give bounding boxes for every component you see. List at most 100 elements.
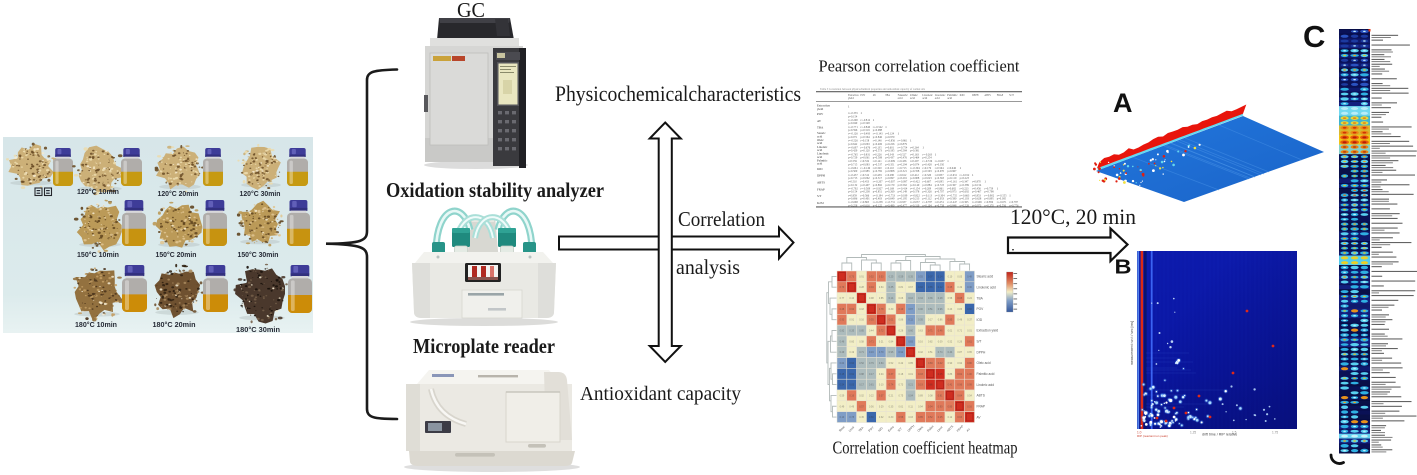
svg-text:p=0.223: p=0.223 <box>960 177 970 180</box>
svg-text:r=0.646: r=0.646 <box>947 167 956 170</box>
svg-text:r=-0.493: r=-0.493 <box>860 133 870 136</box>
svg-text:0.21: 0.21 <box>908 384 913 387</box>
svg-text:r=-0.263: r=-0.263 <box>922 153 932 156</box>
svg-text:0.53: 0.53 <box>879 275 884 278</box>
svg-text:r=0.312: r=0.312 <box>860 174 869 177</box>
svg-text:Linol: Linol <box>936 425 944 433</box>
svg-text:p=0.562: p=0.562 <box>898 184 908 187</box>
svg-text:0.81: 0.81 <box>938 394 943 397</box>
svg-text:C: C <box>1303 19 1325 54</box>
svg-text:GC: GC <box>457 0 485 22</box>
svg-text:0.48: 0.48 <box>957 319 962 322</box>
svg-text:0.79: 0.79 <box>869 362 874 365</box>
svg-text:180°C 20min: 180°C 20min <box>153 320 196 329</box>
svg-text:yield: yield <box>817 107 824 111</box>
svg-text:0.03: 0.03 <box>849 384 854 387</box>
svg-text:r=-0.754: r=-0.754 <box>898 146 908 149</box>
svg-text:0.71: 0.71 <box>928 330 933 333</box>
svg-text:0.55: 0.55 <box>869 319 874 322</box>
svg-text:0.03: 0.03 <box>908 416 913 419</box>
svg-text:p=0.358: p=0.358 <box>910 170 920 173</box>
svg-text:r=-0.414: r=-0.414 <box>898 188 908 191</box>
svg-text:0.35: 0.35 <box>908 275 913 278</box>
svg-text:0.54: 0.54 <box>840 384 845 387</box>
svg-text:1.5: 1.5 <box>1232 431 1237 435</box>
svg-text:0.74: 0.74 <box>889 384 894 387</box>
svg-text:r=0.861: r=0.861 <box>935 188 944 191</box>
svg-text:r=0.453: r=0.453 <box>860 181 869 184</box>
svg-text:p=0.294: p=0.294 <box>898 163 908 166</box>
svg-text:r=0.146: r=0.146 <box>873 140 882 143</box>
svg-text:p=0.729: p=0.729 <box>848 156 858 159</box>
svg-text:r=-0.009: r=-0.009 <box>885 160 895 163</box>
svg-text:0.64: 0.64 <box>957 394 962 397</box>
svg-text:r=-0.437: r=-0.437 <box>848 174 858 177</box>
svg-text:r=-0.697: r=-0.697 <box>848 146 858 149</box>
svg-text:0.96: 0.96 <box>889 351 894 354</box>
svg-text:0.85: 0.85 <box>918 416 923 419</box>
svg-text:Palmitic acid: Palmitic acid <box>977 372 995 376</box>
svg-text:p=0.062: p=0.062 <box>860 177 870 180</box>
svg-text:Oleic acid: Oleic acid <box>977 361 991 365</box>
svg-text:p=0.213: p=0.213 <box>910 198 920 201</box>
svg-text:0.98: 0.98 <box>869 297 874 300</box>
svg-text:r=0.787: r=0.787 <box>1009 201 1018 204</box>
svg-text:p=0.319: p=0.319 <box>910 204 920 207</box>
svg-text:p=0.437: p=0.437 <box>885 156 895 159</box>
svg-text:p=0.195: p=0.195 <box>898 198 908 201</box>
svg-text:p=0.074: p=0.074 <box>910 163 920 166</box>
svg-text:AV: AV <box>977 415 982 419</box>
svg-text:acid: acid <box>817 148 823 152</box>
svg-text:Oleic: Oleic <box>910 93 919 97</box>
svg-text:r=-0.676: r=-0.676 <box>860 146 870 149</box>
svg-text:0.86: 0.86 <box>948 373 953 376</box>
svg-text:0.57: 0.57 <box>859 405 864 408</box>
svg-text:r=0.141: r=0.141 <box>873 160 882 163</box>
svg-text:r=-0.755: r=-0.755 <box>947 194 957 197</box>
svg-text:r=-0.906: r=-0.906 <box>972 201 982 204</box>
svg-text:0.03: 0.03 <box>918 373 923 376</box>
svg-text:0.19: 0.19 <box>918 384 923 387</box>
svg-text:Linoleic: Linoleic <box>922 93 933 97</box>
svg-text:0.16: 0.16 <box>849 394 854 397</box>
svg-text:p=0.154: p=0.154 <box>972 184 982 187</box>
svg-text:p=0.351: p=0.351 <box>885 163 895 166</box>
svg-text:0.77: 0.77 <box>840 297 845 300</box>
svg-text:0.18: 0.18 <box>859 308 864 311</box>
svg-text:0.64: 0.64 <box>879 286 884 289</box>
svg-text:r=-0.542: r=-0.542 <box>873 126 883 129</box>
svg-text:p=0.367: p=0.367 <box>947 184 957 187</box>
svg-text:0.10: 0.10 <box>879 384 884 387</box>
svg-text:p=0.798: p=0.798 <box>984 191 994 194</box>
svg-text:r=0.412: r=0.412 <box>910 174 919 177</box>
svg-text:150°C 10min: 150°C 10min <box>77 250 119 259</box>
svg-text:r=-0.787: r=-0.787 <box>922 201 932 204</box>
svg-text:POV: POV <box>860 93 866 97</box>
svg-text:p=0.528: p=0.528 <box>960 204 970 207</box>
svg-text:0.01: 0.01 <box>967 330 972 333</box>
svg-text:0.61: 0.61 <box>957 373 962 376</box>
svg-text:acid: acid <box>817 155 823 159</box>
svg-text:p=0.407: p=0.407 <box>860 184 870 187</box>
svg-text:p=0.967: p=0.967 <box>947 170 957 173</box>
svg-text:r=-0.726: r=-0.726 <box>922 160 932 163</box>
svg-text:r=0.713: r=0.713 <box>898 167 907 170</box>
svg-text:0.65: 0.65 <box>967 351 972 354</box>
svg-text:r=-0.304: r=-0.304 <box>910 167 920 170</box>
svg-text:0.28: 0.28 <box>859 286 864 289</box>
svg-text:0.59: 0.59 <box>840 394 845 397</box>
svg-text:Oleic: Oleic <box>916 425 924 433</box>
svg-text:0.16: 0.16 <box>869 351 874 354</box>
svg-text:p=0.154: p=0.154 <box>848 191 858 194</box>
svg-text:p=0.895: p=0.895 <box>984 198 994 201</box>
svg-text:Palmitic: Palmitic <box>817 159 828 163</box>
svg-text:r=-0.927: r=-0.927 <box>873 188 883 191</box>
svg-text:0.15: 0.15 <box>840 373 845 376</box>
svg-text:0.71: 0.71 <box>859 351 864 354</box>
svg-text:p=0.758: p=0.758 <box>935 204 945 207</box>
svg-text:r=-0.037: r=-0.037 <box>910 201 920 204</box>
svg-text:r=-0.161: r=-0.161 <box>947 181 957 184</box>
svg-text:r=-0.097: r=-0.097 <box>898 181 908 184</box>
svg-text:Table 3 Correlation between ph: Table 3 Correlation between physicochemi… <box>820 87 926 91</box>
svg-text:acid: acid <box>935 96 940 100</box>
